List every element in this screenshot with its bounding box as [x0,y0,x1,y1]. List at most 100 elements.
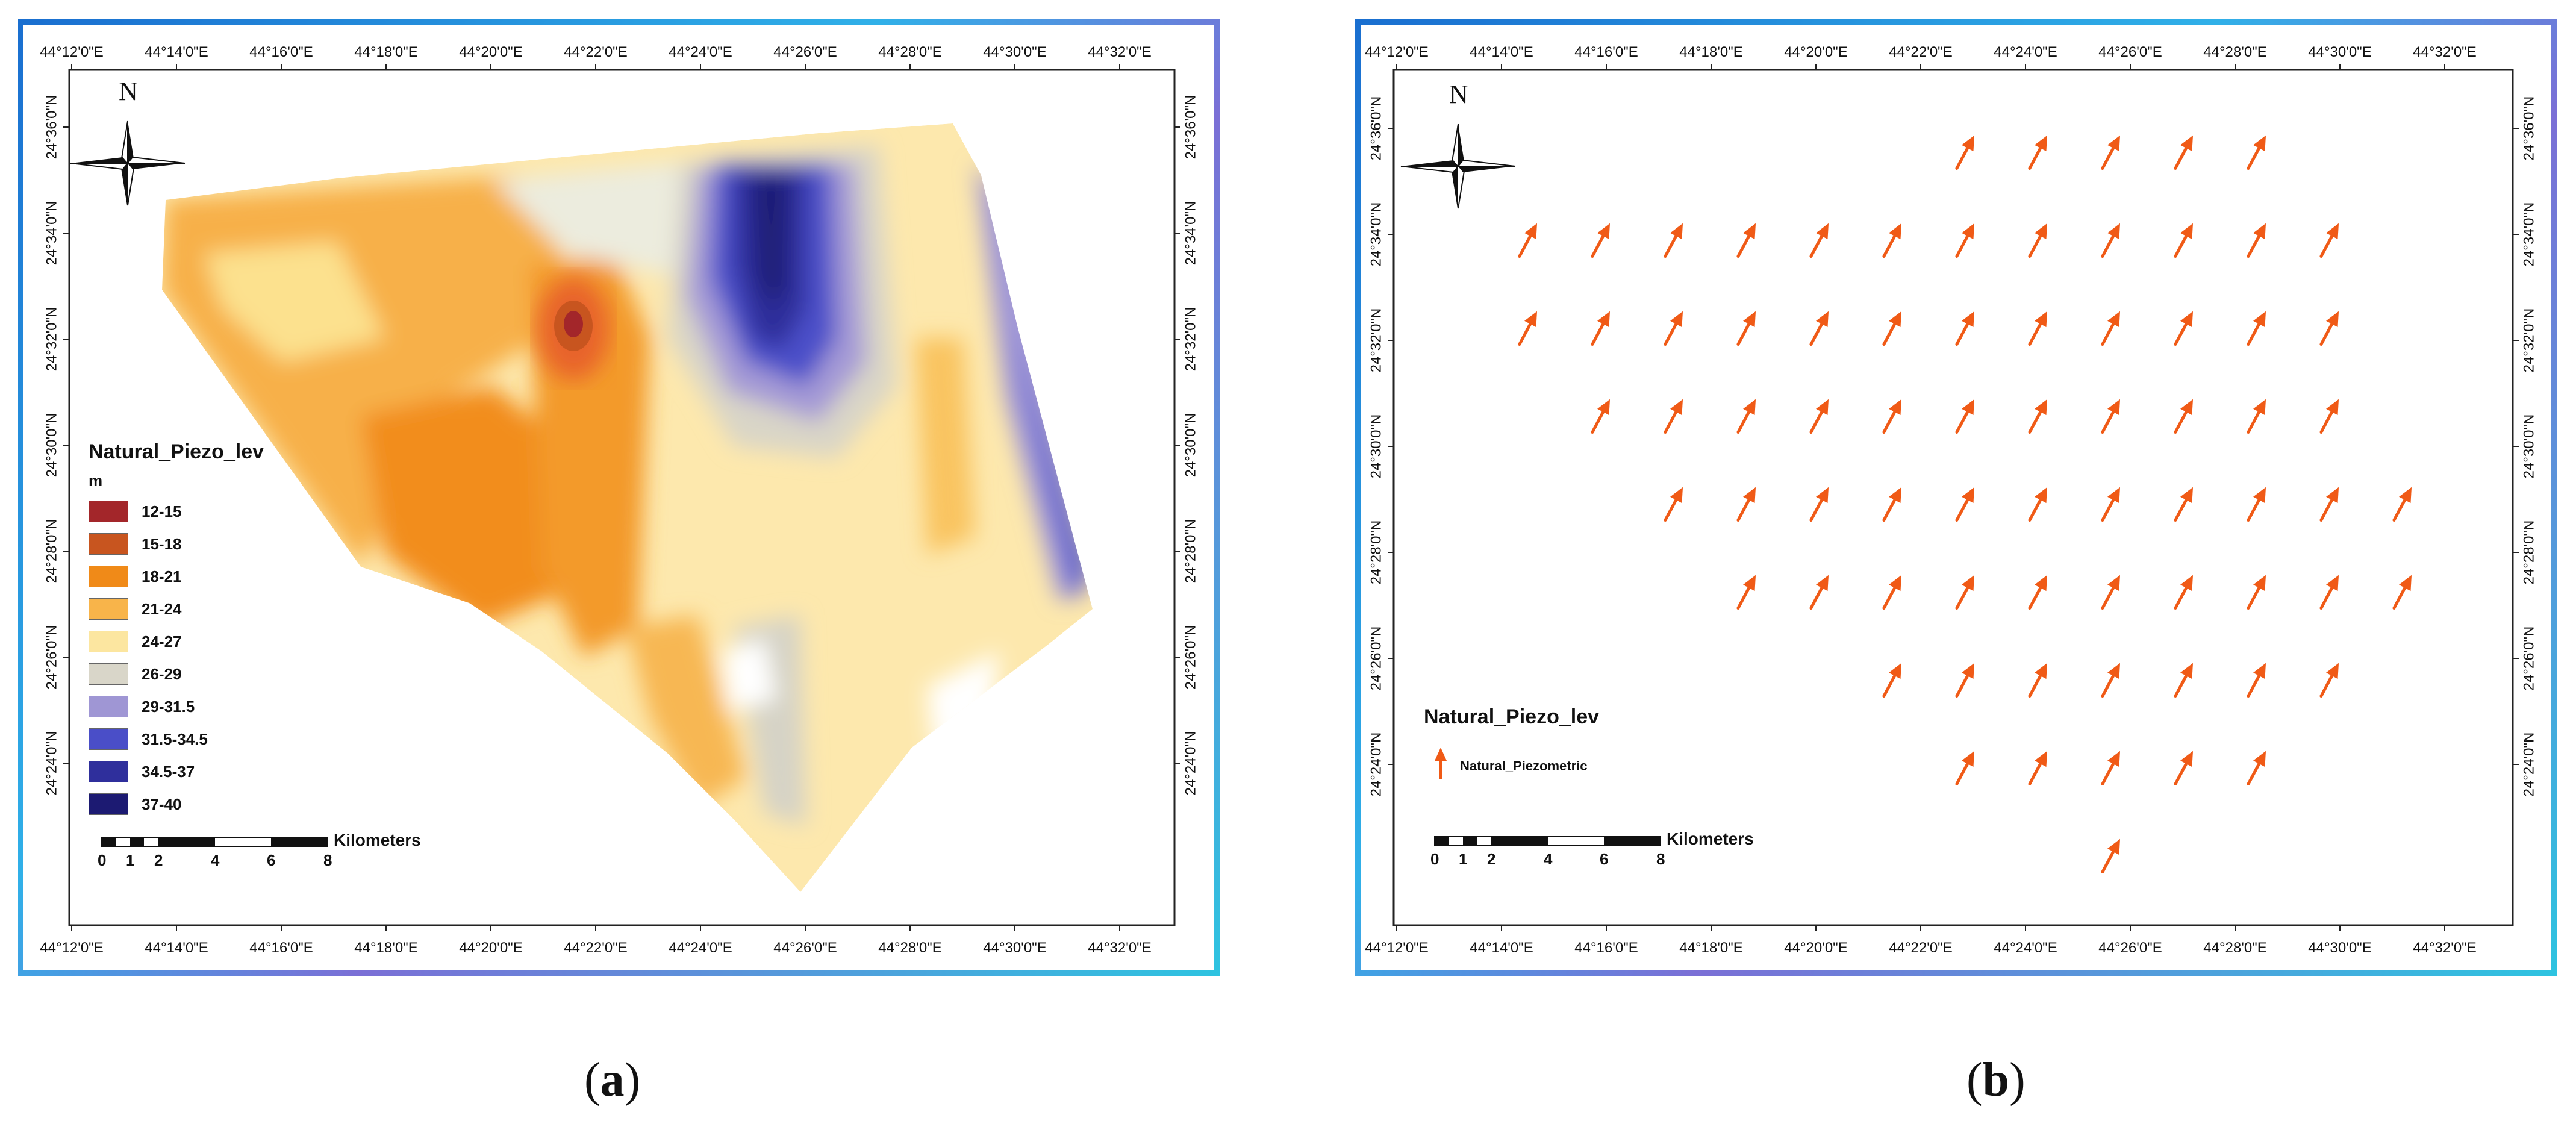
flow-arrow [2392,487,2412,522]
flow-arrow [2319,487,2339,522]
scale-tick-label: 1 [1459,850,1468,868]
flow-arrows [1518,135,2412,873]
lon-tick-label: 44°26'0"E [2098,44,2162,60]
scale-tick-label: 4 [1544,850,1553,868]
legend-item: 24-27 [89,629,182,654]
flow-arrow [2392,575,2412,610]
lat-tick-label: 24°26'0"N [2521,626,2537,691]
scale-tick-label: 2 [1487,850,1496,868]
flow-arrow [1882,223,1902,258]
legend-item-label: Natural_Piezometric [1460,758,1588,773]
flow-arrow [1882,311,1902,346]
flow-arrow [2319,663,2339,698]
flow-arrow [2101,751,2121,785]
lon-tick-label: 44°30'0"E [2308,44,2371,60]
flow-arrow [1955,311,1975,346]
scale-tick-label: 4 [211,851,220,869]
legend-item: 34.5-37 [89,759,195,784]
lon-tick-label: 44°32'0"E [2413,44,2476,60]
lat-tick-label: 24°24'0"N [1368,732,1384,797]
lon-tick-label: 44°32'0"E [2413,940,2476,956]
flow-arrow [2319,311,2339,346]
flow-arrow [1736,487,1756,522]
flow-arrow [2247,663,2266,698]
lat-tick-label: 24°32'0"N [43,307,60,372]
scale-tick-label: 0 [1430,850,1439,868]
lon-tick-label: 44°20'0"E [1784,940,1847,956]
flow-arrow [2028,663,2048,698]
legend-item: 21-24 [89,596,182,622]
flow-arrow [2247,311,2266,346]
lon-tick-label: 44°22'0"E [564,940,627,956]
scale-unit: Kilometers [334,831,421,849]
lon-tick-label: 44°26'0"E [2098,940,2162,956]
lon-tick-label: 44°16'0"E [249,940,313,956]
flow-arrow [2174,399,2194,434]
lat-tick-label: 24°30'0"N [2521,414,2537,479]
legend-label: 34.5-37 [142,762,195,781]
flow-arrow [2028,223,2048,258]
flow-arrow [2101,311,2121,346]
flow-arrow [2101,575,2121,610]
flow-arrow [2101,663,2121,698]
flow-arrow [2247,399,2266,434]
flow-arrow [1664,487,1683,522]
flow-arrow [1955,575,1975,610]
flow-arrow [1809,487,1829,522]
scale-bar [1434,836,1661,846]
lon-tick-label: 44°28'0"E [878,44,941,60]
lon-tick-label: 44°14'0"E [1470,44,1533,60]
flow-arrow [1955,135,1975,170]
lon-tick-label: 44°16'0"E [249,44,313,60]
flow-arrow [2247,487,2266,522]
lon-tick-label: 44°20'0"E [459,940,522,956]
legend-swatch [89,533,128,555]
lon-tick-label: 44°24'0"E [669,940,732,956]
lat-tick-label: 24°32'0"N [1182,307,1199,372]
scale-tick-label: 2 [154,851,163,869]
flow-arrow [2174,311,2194,346]
lat-tick-label: 24°34'0"N [1182,201,1199,266]
flow-arrow [1955,751,1975,785]
flow-arrow [1955,399,1975,434]
flow-arrow [2028,487,2048,522]
scale-tick-label: 8 [1656,850,1665,868]
flow-arrow [2101,838,2121,873]
flow-arrow [1591,399,1611,434]
legend-swatch [89,566,128,587]
caption-b: (b) [1966,1054,2026,1107]
lat-tick-label: 24°30'0"N [43,413,60,478]
flow-arrow [1955,487,1975,522]
scale-tick-label: 0 [98,851,107,869]
lat-tick-label: 24°36'0"N [43,95,60,160]
flow-direction-map: 44°12'0"E 44°12'0"E 44°14'0"E 44°14'0"E 44°1… [1365,44,2537,956]
legend-item: 29-31.5 [89,694,195,719]
lon-tick-label: 44°28'0"E [2203,940,2266,956]
lon-tick-label: 44°12'0"E [1365,44,1428,60]
lon-tick-label: 44°14'0"E [145,44,208,60]
panel-b-flow-direction-map: 44°12'0"E 44°12'0"E 44°14'0"E 44°14'0"E 44°1… [1355,19,2557,976]
legend-label: 24-27 [142,632,182,651]
lat-tick-label: 24°36'0"N [2521,96,2537,161]
lon-tick-label: 44°20'0"E [1784,44,1847,60]
lon-tick-label: 44°22'0"E [1889,940,1952,956]
map-frame [1392,69,2514,926]
scale-tick-label: 8 [323,851,332,869]
legend-label: 21-24 [142,599,182,618]
flow-arrow [1955,663,1975,698]
lon-tick-label: 44°14'0"E [1470,940,1533,956]
legend-label: 29-31.5 [142,697,195,716]
north-arrow [70,120,186,206]
lat-tick-label: 24°34'0"N [2521,202,2537,267]
lon-tick-label: 44°12'0"E [1365,940,1428,956]
flow-arrow [2028,751,2048,785]
legend-label: 31.5-34.5 [142,729,208,748]
lon-tick-label: 44°24'0"E [669,44,732,60]
legend-arrow-icon [1435,748,1447,779]
lon-tick-label: 44°26'0"E [773,44,837,60]
flow-arrow [2028,575,2048,610]
lon-tick-label: 44°20'0"E [459,44,522,60]
flow-arrow [1736,223,1756,258]
legend-item: 26-29 [89,661,182,687]
scale-bar [101,837,328,847]
